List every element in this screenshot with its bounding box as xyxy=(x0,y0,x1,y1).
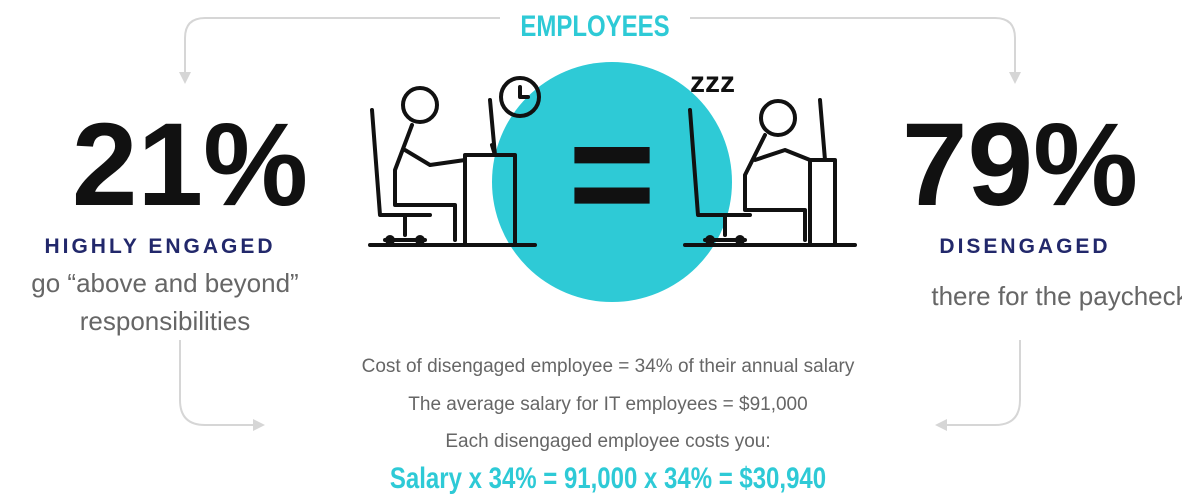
cost-line: Cost of disengaged employee = 34% of the… xyxy=(362,356,855,377)
arrow xyxy=(179,72,191,84)
sleep-text: zzz xyxy=(690,66,735,99)
formula: Salary x 34% = 91,000 x 34% = $30,940 xyxy=(390,460,826,494)
arrow xyxy=(1009,72,1021,84)
bracket xyxy=(184,17,500,75)
arrow xyxy=(253,419,265,431)
arrow xyxy=(935,419,947,431)
description: go “above and beyond” xyxy=(31,268,298,298)
label: DISENGAGED xyxy=(939,235,1110,258)
equals: = xyxy=(568,89,656,257)
person-icon xyxy=(368,76,541,247)
title: EMPLOYEES xyxy=(520,8,669,42)
label: HIGHLY ENGAGED xyxy=(44,235,275,258)
description: there for the paycheck xyxy=(931,281,1182,311)
bracket xyxy=(179,340,255,426)
stat: 21% xyxy=(72,99,308,231)
bracket xyxy=(945,340,1021,426)
person-icon xyxy=(683,98,857,247)
bracket xyxy=(690,17,1016,75)
cost-line: Each disengaged employee costs you: xyxy=(445,431,770,452)
circle xyxy=(492,62,732,302)
cost-line: The average salary for IT employees = $9… xyxy=(408,394,807,415)
description: responsibilities xyxy=(80,306,251,336)
stat: 79% xyxy=(902,99,1138,231)
